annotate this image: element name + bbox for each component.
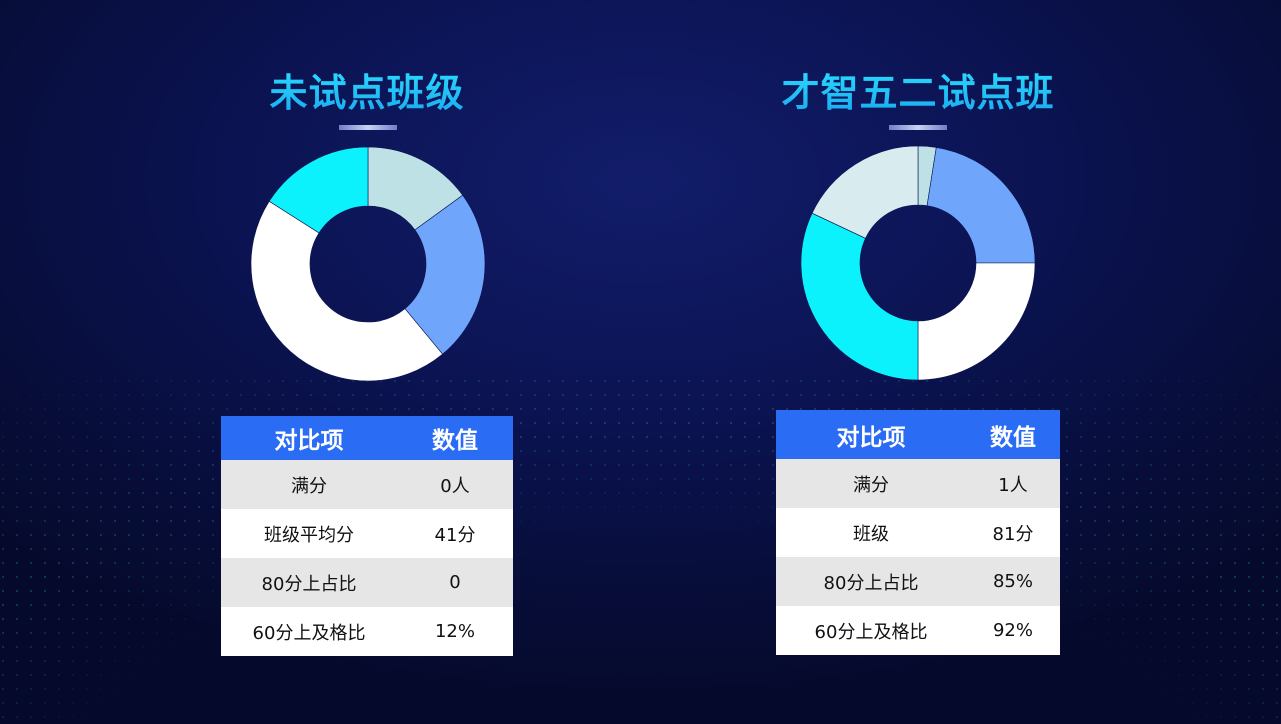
cell-value: 81分	[966, 508, 1060, 557]
cell-item: 60分上及格比	[221, 607, 397, 656]
donut-slice	[917, 262, 1036, 381]
title-underline	[889, 125, 947, 130]
header-value: 数值	[966, 410, 1060, 459]
donut-slice	[811, 145, 919, 239]
table-row: 80分上占比 85%	[776, 557, 1060, 606]
table-row: 60分上及格比 92%	[776, 606, 1060, 655]
cell-value: 0	[397, 558, 513, 607]
table-row: 满分 1人	[776, 459, 1060, 508]
donut-chart	[800, 145, 1036, 381]
cell-value: 92%	[966, 606, 1060, 655]
table-row: 80分上占比 0	[221, 558, 513, 607]
donut-slice	[926, 147, 1036, 264]
table-row: 满分 0人	[221, 460, 513, 509]
title-underline	[339, 125, 397, 130]
panel-title: 才智五二试点班	[708, 62, 1128, 117]
cell-value: 1人	[966, 459, 1060, 508]
cell-item: 80分上占比	[776, 557, 966, 606]
cell-item: 班级	[776, 508, 966, 557]
comparison-table: 对比项 数值 满分 1人 班级 81分 80分上占比 85% 60分上及格比 9…	[776, 410, 1060, 655]
panel-untested-class: 未试点班级 对比项 数值 满分 0人 班级平均分 41分 80分上占比 0	[157, 0, 577, 724]
cell-item: 班级平均分	[221, 509, 397, 558]
cell-value: 12%	[397, 607, 513, 656]
donut-slice	[268, 146, 369, 234]
cell-value: 41分	[397, 509, 513, 558]
header-item: 对比项	[776, 410, 966, 459]
table-row: 班级平均分 41分	[221, 509, 513, 558]
cell-value: 0人	[397, 460, 513, 509]
cell-item: 80分上占比	[221, 558, 397, 607]
cell-item: 满分	[221, 460, 397, 509]
panel-pilot-class: 才智五二试点班 对比项 数值 满分 1人 班级 81分 80分上占比 85%	[708, 0, 1128, 724]
comparison-table: 对比项 数值 满分 0人 班级平均分 41分 80分上占比 0 60分上及格比 …	[221, 416, 513, 656]
donut-chart	[250, 146, 486, 382]
cell-value: 85%	[966, 557, 1060, 606]
table-header-row: 对比项 数值	[776, 410, 1060, 459]
donut-slice	[404, 194, 486, 355]
cell-item: 满分	[776, 459, 966, 508]
cell-item: 60分上及格比	[776, 606, 966, 655]
header-value: 数值	[397, 416, 513, 460]
table-row: 60分上及格比 12%	[221, 607, 513, 656]
table-header-row: 对比项 数值	[221, 416, 513, 460]
panel-title: 未试点班级	[157, 62, 577, 117]
header-item: 对比项	[221, 416, 397, 460]
table-row: 班级 81分	[776, 508, 1060, 557]
donut-slice	[250, 200, 444, 382]
donut-slice	[800, 212, 919, 381]
